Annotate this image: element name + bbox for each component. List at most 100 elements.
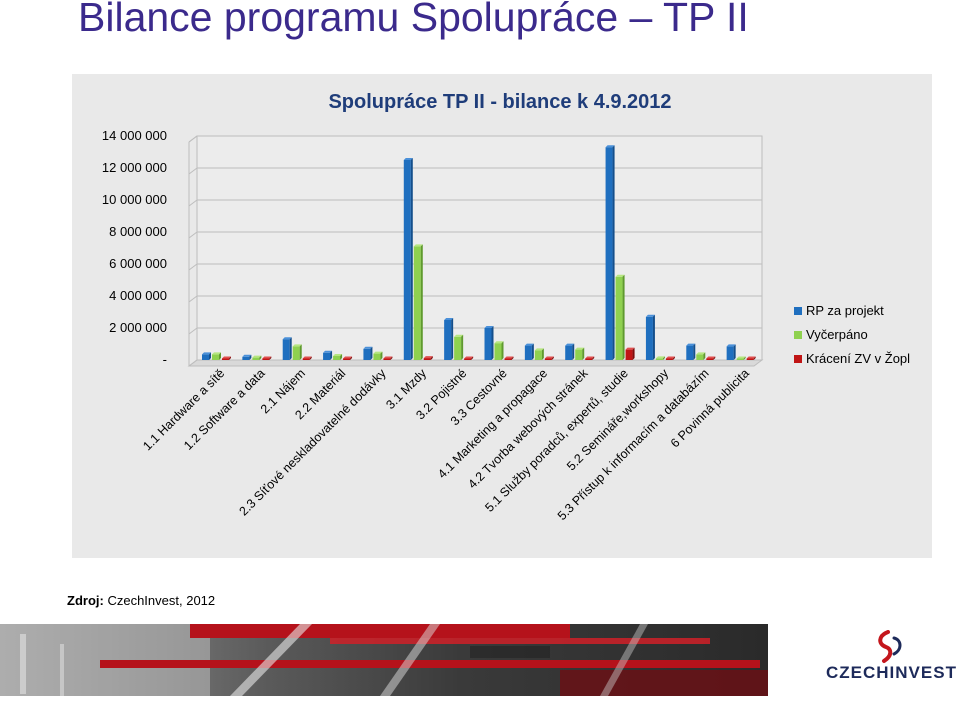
- y-tick-label: 10 000 000: [102, 192, 167, 207]
- bar-side: [259, 355, 262, 360]
- bar-vycerpano: [534, 350, 542, 360]
- gridline: [188, 231, 198, 239]
- gridline: [188, 135, 198, 143]
- logo-symbol-icon: [878, 630, 902, 663]
- source-value: CzechInvest, 2012: [107, 593, 216, 608]
- bar-top: [484, 326, 494, 328]
- bar-kraceni: [383, 358, 391, 360]
- bar-top: [363, 346, 373, 349]
- plot-back-wall: [196, 135, 763, 361]
- legend-swatch: [794, 331, 802, 339]
- bar-top: [736, 356, 746, 359]
- bar-vycerpano: [212, 354, 219, 360]
- bar-rp: [524, 345, 532, 360]
- bar-side: [289, 337, 292, 360]
- bar-rp: [484, 328, 492, 360]
- chart-panel: Spolupráce TP II - bilance k 4.9.2012 - 2 …: [72, 74, 932, 558]
- bar-side: [531, 343, 534, 360]
- bar-side: [219, 352, 221, 360]
- bar-kraceni: [585, 358, 593, 360]
- bar-top: [655, 356, 665, 359]
- footer-banner-image: [0, 624, 768, 696]
- legend-label: RP za projekt: [806, 303, 884, 318]
- bar-side: [662, 356, 665, 360]
- bar-kraceni: [343, 358, 351, 360]
- gridline: [188, 263, 198, 271]
- bar-kraceni: [222, 358, 229, 360]
- y-tick-label: 4 000 000: [109, 288, 167, 303]
- bar-top: [575, 347, 585, 350]
- bar-rp: [403, 160, 411, 360]
- bar-side: [471, 356, 474, 360]
- slide-title: Bilance programu Spolupráce – TP II: [78, 0, 749, 40]
- bar-side: [572, 343, 575, 360]
- bar-vycerpano: [615, 276, 623, 360]
- bar-vycerpano: [575, 349, 583, 360]
- bar-top: [625, 347, 635, 350]
- bar-top: [444, 318, 454, 320]
- bar-side: [229, 356, 231, 360]
- y-tick-label: 6 000 000: [109, 256, 167, 271]
- bar-side: [380, 351, 383, 360]
- bar-top: [504, 356, 514, 359]
- bar-vycerpano: [413, 246, 421, 360]
- bar-rp: [323, 352, 331, 360]
- bar-rp: [686, 345, 694, 360]
- bar-vycerpano: [494, 343, 502, 360]
- gridline: [188, 199, 198, 207]
- bar-top: [302, 356, 312, 359]
- bar-side: [390, 356, 393, 360]
- bar-chart: Spolupráce TP II - bilance k 4.9.2012 - 2 …: [102, 91, 910, 523]
- bar-top: [323, 350, 333, 353]
- legend-label: Krácení ZV v Žopl: [806, 351, 910, 366]
- bar-top: [333, 354, 343, 356]
- legend-swatch: [794, 355, 802, 363]
- bar-side: [410, 158, 413, 360]
- bar-top: [706, 356, 716, 359]
- bar-top: [242, 354, 252, 357]
- bar-side: [491, 326, 494, 360]
- bar-rp: [645, 316, 653, 360]
- bar-side: [582, 347, 585, 360]
- bar-top: [282, 337, 292, 340]
- bar-side: [299, 344, 302, 360]
- x-tick-label: 2.3 Síťové neskladovatelné dodávky: [236, 366, 389, 519]
- bar-top: [413, 244, 423, 247]
- bar-top: [665, 356, 675, 359]
- bar-rp: [726, 346, 734, 360]
- bar-vycerpano: [736, 358, 744, 360]
- bar-top: [534, 348, 544, 351]
- bar-top: [403, 158, 413, 160]
- bar-top: [383, 356, 393, 359]
- bar-side: [652, 314, 655, 360]
- bar-top: [524, 343, 534, 346]
- bar-side: [249, 354, 252, 360]
- gridline: [188, 295, 198, 303]
- x-tick-label: 6 Povinná publicita: [668, 366, 752, 450]
- bar-top: [202, 352, 211, 355]
- bar-kraceni: [464, 358, 472, 360]
- bar-rp: [363, 348, 371, 360]
- bar-side: [693, 343, 696, 360]
- bar-side: [269, 356, 272, 360]
- bar-side: [350, 356, 353, 360]
- bar-side: [703, 352, 706, 360]
- bar-vycerpano: [696, 354, 704, 360]
- bar-side: [672, 356, 675, 360]
- x-tick-label: 5.1 Služby poradců, expertů, studie: [482, 366, 630, 514]
- bar-vycerpano: [333, 356, 341, 360]
- bar-top: [222, 356, 231, 359]
- gridline: [188, 327, 198, 335]
- bar-top: [292, 344, 302, 347]
- bar-side: [743, 356, 746, 360]
- bar-top: [343, 356, 353, 359]
- bar-vycerpano: [373, 353, 381, 360]
- bar-top: [494, 341, 504, 344]
- legend-swatch: [794, 307, 802, 315]
- bar-side: [209, 352, 211, 360]
- logo-wordmark: CZECHINVEST: [826, 663, 957, 682]
- bar-top: [746, 356, 756, 359]
- bar-top: [686, 343, 696, 346]
- source-note: Zdroj: CzechInvest, 2012: [67, 593, 215, 608]
- bar-rp: [282, 339, 290, 360]
